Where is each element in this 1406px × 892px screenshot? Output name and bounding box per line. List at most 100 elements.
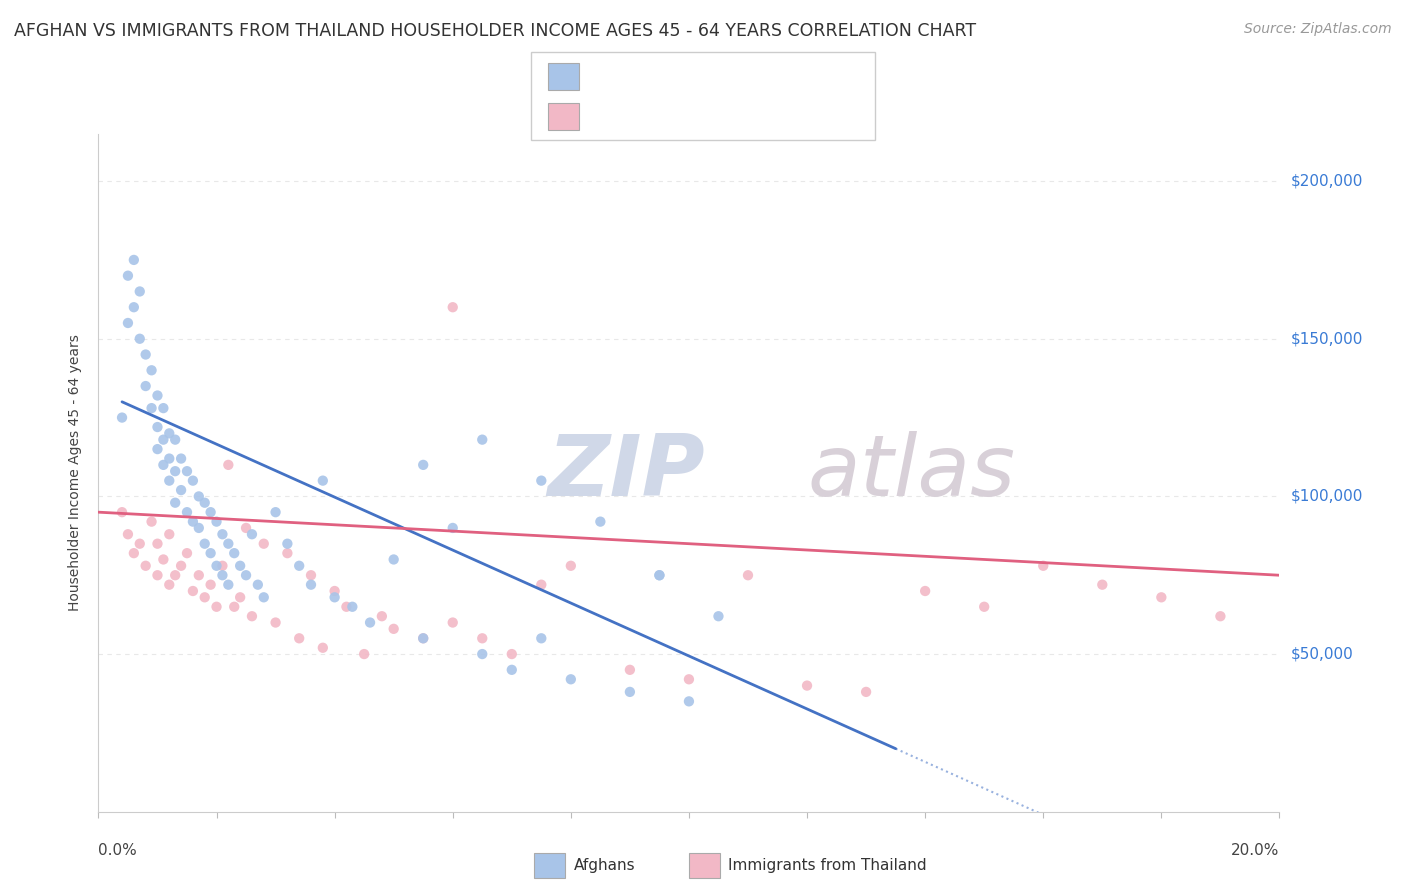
Text: Immigrants from Thailand: Immigrants from Thailand	[728, 858, 927, 872]
Point	[359, 615, 381, 630]
Point	[441, 300, 464, 314]
Point	[165, 433, 187, 447]
Point	[530, 577, 553, 591]
Point	[382, 622, 405, 636]
Point	[128, 285, 150, 299]
Point	[122, 252, 145, 267]
Point	[170, 451, 193, 466]
Point	[371, 609, 394, 624]
Point	[264, 505, 287, 519]
Point	[1209, 609, 1232, 624]
Point	[855, 685, 877, 699]
Point	[135, 558, 157, 573]
Text: Source: ZipAtlas.com: Source: ZipAtlas.com	[1244, 22, 1392, 37]
Point	[187, 568, 209, 582]
Point	[146, 388, 169, 402]
Point	[217, 458, 239, 472]
Point	[194, 591, 217, 605]
Point	[276, 537, 298, 551]
Point	[135, 379, 157, 393]
Point	[560, 558, 582, 573]
Point	[796, 679, 818, 693]
Point	[235, 568, 257, 582]
Point	[737, 568, 759, 582]
Point	[111, 410, 134, 425]
Point	[707, 609, 730, 624]
Point	[412, 458, 434, 472]
Point	[501, 663, 523, 677]
Point	[299, 568, 322, 582]
Text: R =: R =	[591, 108, 627, 126]
Point	[128, 332, 150, 346]
Point	[157, 577, 180, 591]
Point	[200, 546, 222, 560]
Point	[441, 615, 464, 630]
Point	[530, 632, 553, 646]
Text: -0.427: -0.427	[630, 67, 683, 85]
Point	[141, 363, 163, 377]
Point	[648, 568, 671, 582]
Point	[157, 474, 180, 488]
Point	[229, 558, 252, 573]
Point	[211, 527, 233, 541]
Point	[194, 537, 217, 551]
Point	[211, 568, 233, 582]
Point	[146, 420, 169, 434]
Point	[187, 490, 209, 504]
Text: R =: R =	[591, 67, 627, 85]
Point	[224, 546, 246, 560]
Point	[152, 552, 174, 566]
Point	[176, 505, 198, 519]
Point	[335, 599, 357, 614]
Point	[253, 591, 276, 605]
Point	[187, 521, 209, 535]
Point	[200, 505, 222, 519]
Point	[141, 515, 163, 529]
Point	[111, 505, 134, 519]
Point	[152, 433, 174, 447]
Point	[205, 558, 228, 573]
Point	[530, 474, 553, 488]
Point	[157, 426, 180, 441]
Point	[122, 546, 145, 560]
Point	[165, 568, 187, 582]
Point	[441, 521, 464, 535]
Point	[471, 632, 494, 646]
Text: atlas: atlas	[807, 431, 1015, 515]
Point	[205, 599, 228, 614]
Point	[240, 609, 263, 624]
Text: $150,000: $150,000	[1291, 331, 1362, 346]
Point	[170, 558, 193, 573]
Point	[342, 599, 364, 614]
Point	[288, 632, 311, 646]
Point	[146, 568, 169, 582]
Point	[146, 442, 169, 456]
Point	[973, 599, 995, 614]
Point	[412, 632, 434, 646]
Point	[176, 464, 198, 478]
Text: Afghans: Afghans	[574, 858, 636, 872]
Point	[165, 464, 187, 478]
Point	[501, 647, 523, 661]
Point	[170, 483, 193, 497]
Point	[276, 546, 298, 560]
Point	[181, 584, 204, 599]
Point	[471, 647, 494, 661]
Point	[382, 552, 405, 566]
Point	[323, 591, 346, 605]
Point	[146, 537, 169, 551]
Point	[117, 268, 139, 283]
Text: $200,000: $200,000	[1291, 174, 1362, 188]
Text: 20.0%: 20.0%	[1232, 843, 1279, 858]
Point	[217, 577, 239, 591]
Point	[235, 521, 257, 535]
Point	[412, 632, 434, 646]
Point	[1091, 577, 1114, 591]
Point	[181, 515, 204, 529]
Point	[200, 577, 222, 591]
Point	[217, 537, 239, 551]
Point	[288, 558, 311, 573]
Point	[205, 515, 228, 529]
Point	[176, 546, 198, 560]
Point	[353, 647, 375, 661]
